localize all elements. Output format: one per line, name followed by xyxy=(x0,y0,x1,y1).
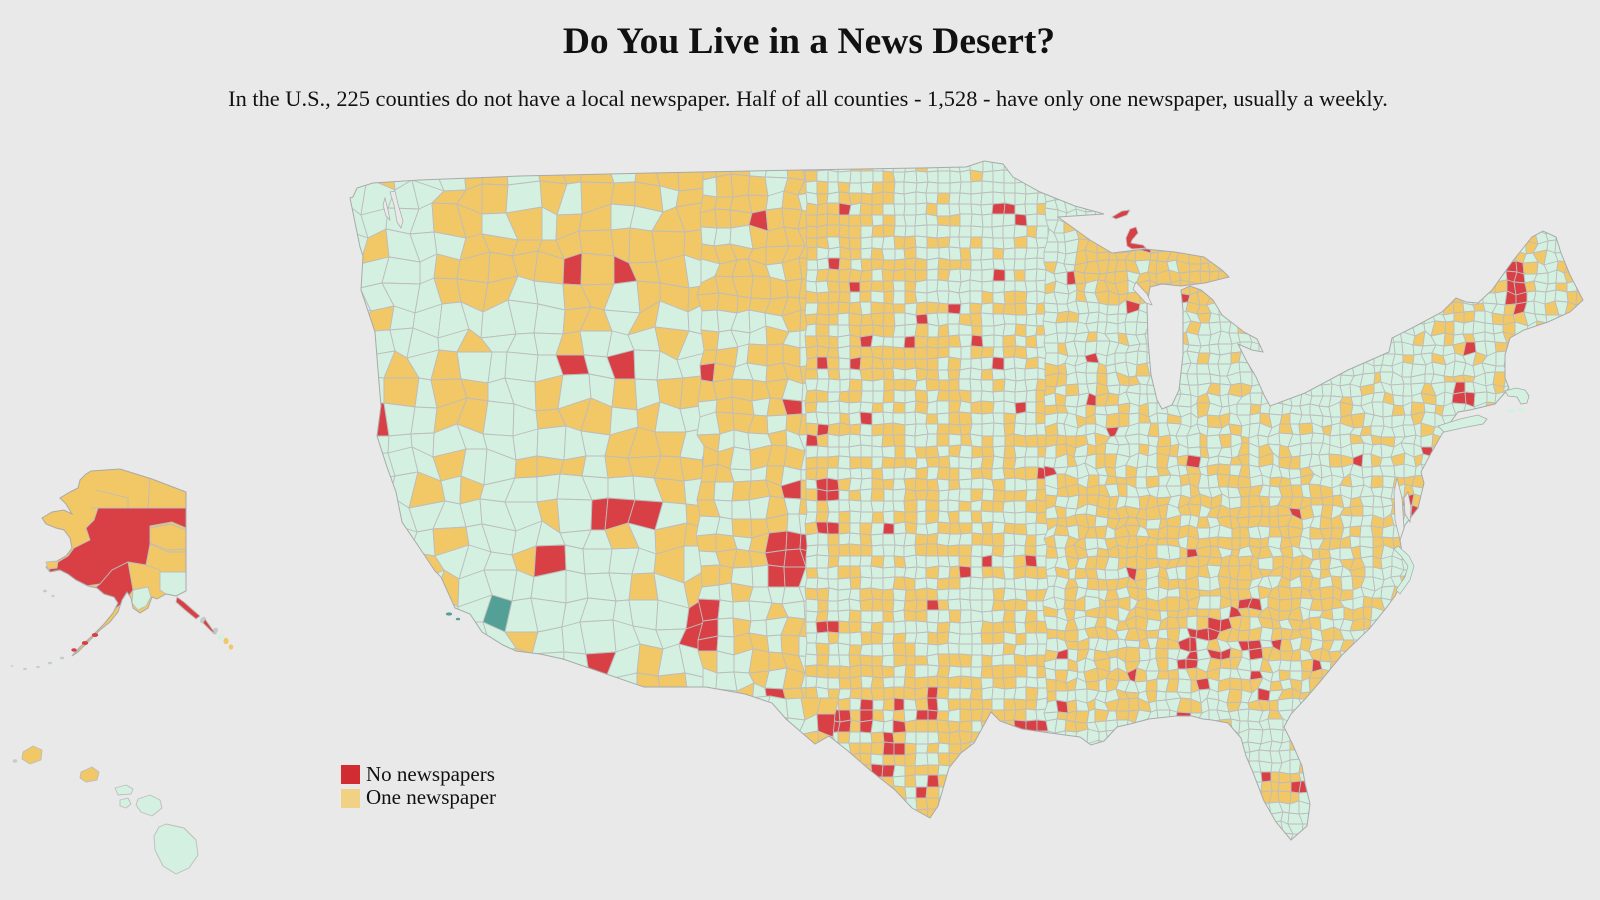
svg-text:In the U.S., 225 counties do n: In the U.S., 225 counties do not have a … xyxy=(228,86,1388,111)
svg-text:One newspaper: One newspaper xyxy=(366,785,496,809)
svg-text:No newspapers: No newspapers xyxy=(366,762,495,786)
svg-text:Do You Live in a News Desert?: Do You Live in a News Desert? xyxy=(563,21,1055,62)
